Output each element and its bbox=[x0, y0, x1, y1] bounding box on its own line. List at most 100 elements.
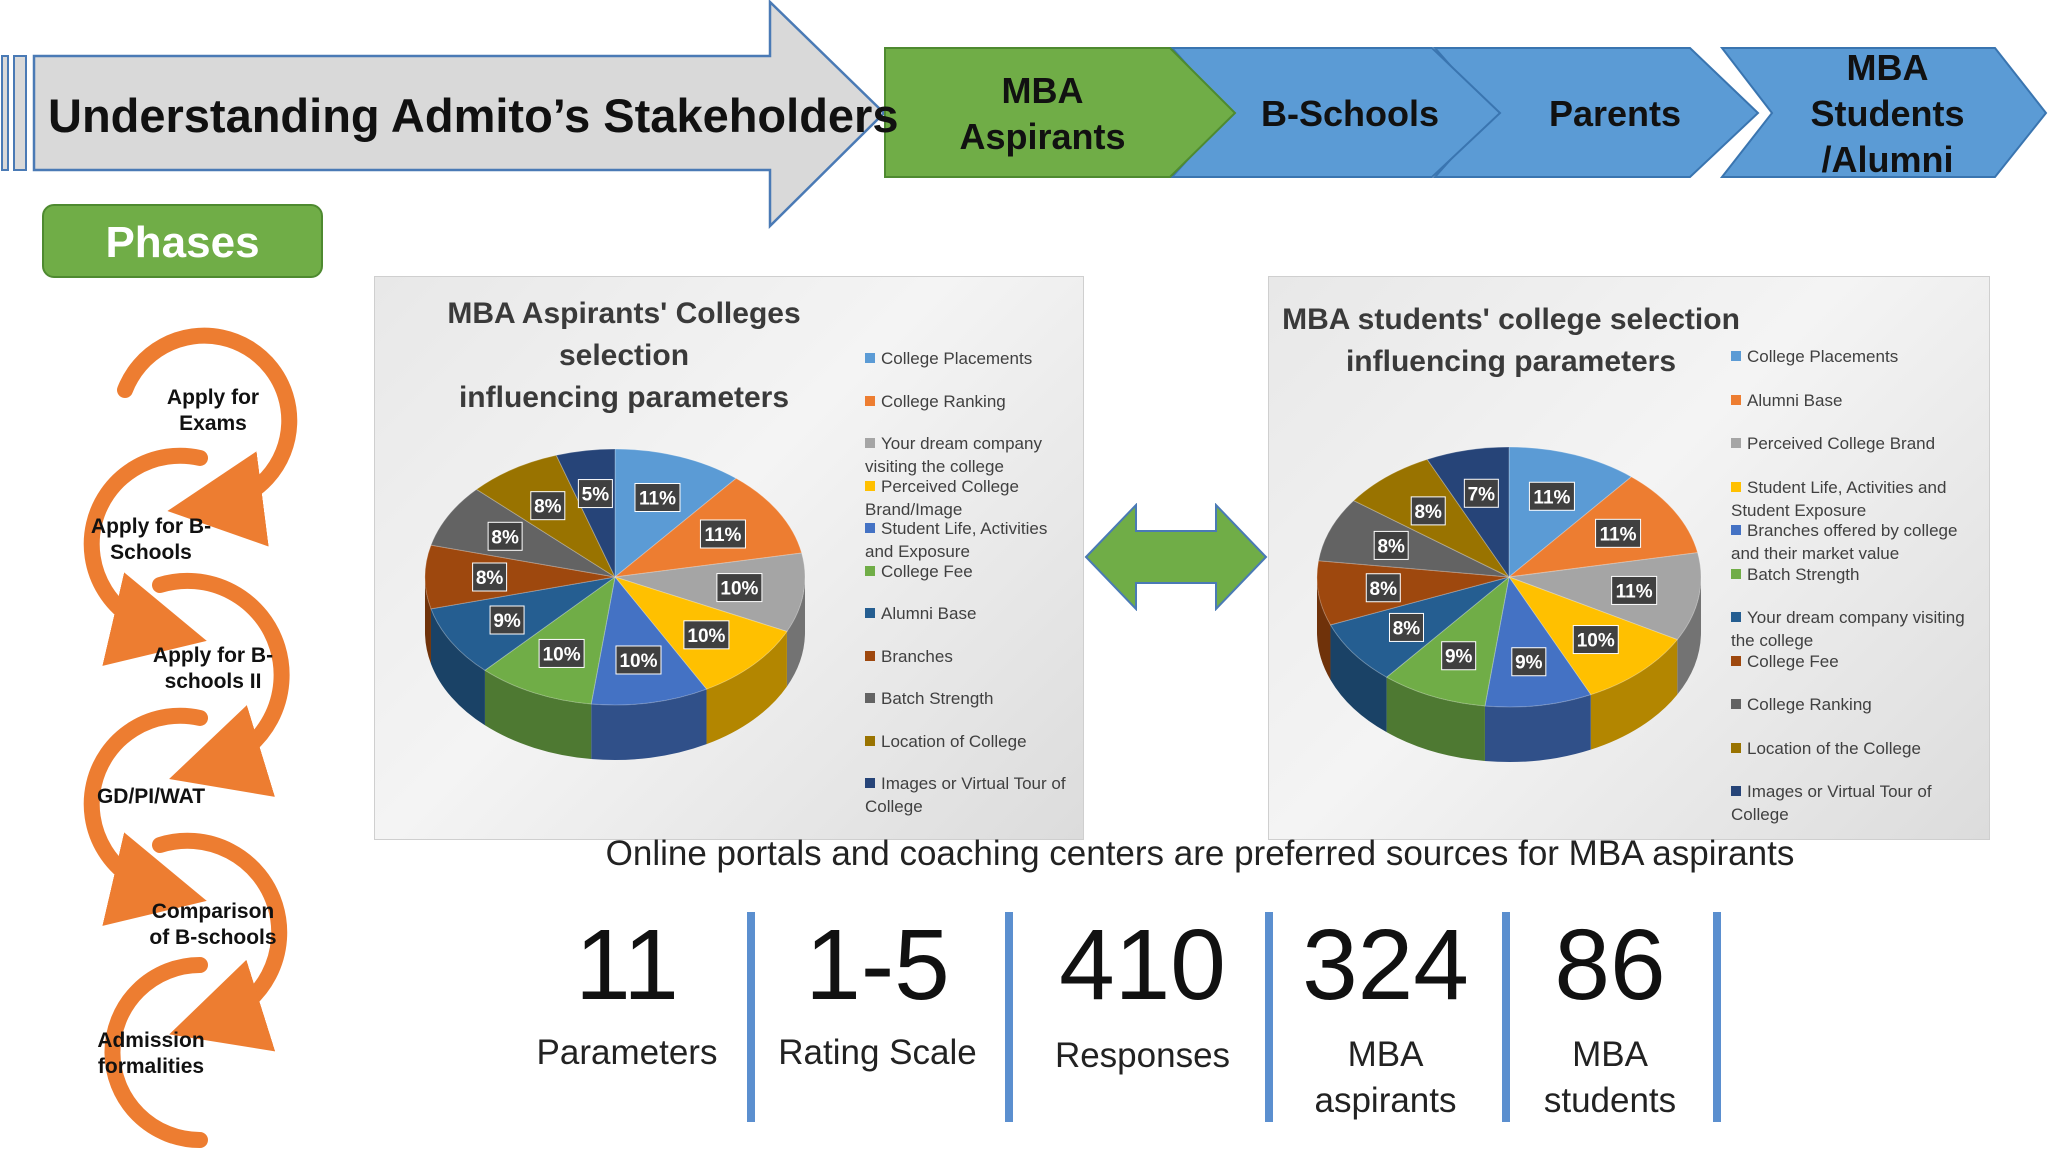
page-title: Understanding Admito’s Stakeholders bbox=[48, 89, 899, 142]
legend-swatch bbox=[865, 353, 875, 363]
pie-data-label-box bbox=[615, 645, 662, 675]
pie-data-label-box bbox=[472, 562, 508, 592]
legend-swatch bbox=[1731, 699, 1741, 709]
phase-spiral bbox=[83, 327, 298, 1148]
legend-label: Branches bbox=[881, 646, 953, 666]
stat-number-responses: 410 bbox=[1059, 909, 1226, 1021]
pie-data-label: 9% bbox=[489, 605, 525, 635]
phase-arc bbox=[83, 447, 208, 666]
pie-data-label-text: 9% bbox=[1515, 653, 1543, 674]
pie-data-label: 10% bbox=[1572, 625, 1619, 655]
pie-depth bbox=[1317, 577, 1701, 762]
pie-data-label: 10% bbox=[716, 573, 763, 603]
chart-title-line: influencing parameters bbox=[1345, 345, 1677, 378]
stat-label-responses: Responses bbox=[1025, 1033, 1260, 1079]
stat-label-aspirants: MBA aspirants bbox=[1273, 1032, 1498, 1124]
pie-data-label: 11% bbox=[1595, 518, 1642, 548]
pie-data-label-text: 7% bbox=[1468, 484, 1496, 505]
legend-label: College Placements bbox=[1747, 347, 1899, 366]
legend-swatch bbox=[865, 735, 875, 746]
legend-label: College Ranking bbox=[1747, 695, 1872, 714]
stat-label-line: aspirants bbox=[1314, 1081, 1457, 1120]
legend-label: Your dream company visiting the college bbox=[865, 434, 1042, 476]
stage-chevron-aspirants[interactable] bbox=[884, 47, 1237, 178]
stat-label-line: MBA bbox=[1347, 1035, 1424, 1074]
legend-item: Images or Virtual Tour of College bbox=[865, 772, 1075, 818]
legend-item: College Placements bbox=[865, 347, 1075, 370]
legend-item: Your dream company visiting the college bbox=[1731, 606, 1973, 652]
phase-item[interactable]: Apply for B- schools II bbox=[128, 643, 298, 695]
title-arrow bbox=[32, 0, 886, 229]
double-arrow bbox=[1084, 503, 1268, 611]
phase-item[interactable]: Admission formalities bbox=[66, 1028, 236, 1080]
stat-label-line: students bbox=[1543, 1081, 1677, 1120]
chart-panel-aspirants: MBA Aspirants' Colleges selection influe… bbox=[374, 276, 1084, 840]
legend-item: Perceived College Brand/Image bbox=[865, 475, 1075, 521]
header-stripe bbox=[13, 55, 27, 171]
pie-data-label-box bbox=[1572, 625, 1619, 655]
stat-divider bbox=[1265, 912, 1273, 1122]
stat-divider bbox=[1502, 912, 1510, 1122]
pie-data-label-box bbox=[577, 479, 613, 509]
pie-data-label: 8% bbox=[1388, 612, 1424, 642]
pie-data-label-box bbox=[1463, 478, 1499, 508]
phase-line: Apply for B- bbox=[90, 515, 212, 538]
double-arrow-shape bbox=[1084, 503, 1268, 611]
pie-data-label-box bbox=[716, 573, 763, 603]
chart-panel-students: MBA students' college selection influenc… bbox=[1268, 276, 1990, 840]
phase-line: Exams bbox=[179, 412, 247, 435]
phase-arc bbox=[117, 327, 298, 547]
legend-label: Batch Strength bbox=[1747, 564, 1860, 584]
stage-chevron-alumni[interactable] bbox=[1719, 47, 2048, 178]
pie-data-label: 8% bbox=[530, 491, 566, 521]
legend-swatch bbox=[865, 523, 875, 533]
legend-item: Branches bbox=[865, 645, 1075, 668]
stage-label-bschools: B-Schools bbox=[1230, 91, 1470, 137]
legend-swatch bbox=[865, 693, 875, 703]
pie-slice-side bbox=[786, 577, 805, 687]
pie-slice bbox=[614, 552, 806, 633]
pie-data-label-text: 11% bbox=[1600, 524, 1637, 545]
pie-data-label-box bbox=[634, 483, 681, 513]
stat-divider bbox=[1713, 912, 1721, 1122]
stat-label-line: Rating Scale bbox=[778, 1033, 977, 1072]
pie-data-label: 8% bbox=[1410, 496, 1446, 526]
pie-slice-side bbox=[430, 608, 485, 726]
legend-label: Branches offered by college and their ma… bbox=[1731, 521, 1958, 563]
phase-item[interactable]: Comparison of B-schools bbox=[128, 899, 298, 951]
pie-slice bbox=[424, 544, 616, 610]
pie-depth bbox=[425, 577, 805, 760]
phase-arc bbox=[104, 957, 208, 1148]
phase-line: GD/PI/WAT bbox=[96, 785, 206, 808]
header-stripe bbox=[1, 55, 9, 171]
legend-item: Location of the College bbox=[1731, 737, 1973, 760]
pie-data-label-text: 8% bbox=[1393, 618, 1421, 639]
legend-item: Student Life, Activities and Student Exp… bbox=[1731, 476, 1973, 522]
pie-slice-side bbox=[706, 631, 787, 745]
stat-label-line: Parameters bbox=[536, 1033, 718, 1072]
legend-label: Batch Strength bbox=[881, 689, 994, 708]
pie-slice-side bbox=[1330, 624, 1387, 733]
legend-swatch bbox=[1731, 394, 1741, 405]
pie-data-label: 5% bbox=[577, 479, 613, 509]
stat-number-rating: 1-5 bbox=[805, 909, 950, 1021]
pie-data-label-box bbox=[1373, 530, 1409, 560]
legend-swatch bbox=[865, 650, 875, 661]
pie-data-label: 11% bbox=[1611, 575, 1658, 605]
phase-item[interactable]: GD/PI/WAT bbox=[66, 784, 236, 810]
pie-data-label-text: 9% bbox=[1445, 647, 1473, 668]
pie-data-label-box bbox=[1441, 641, 1477, 671]
legend-swatch bbox=[1731, 568, 1741, 579]
pie-data-label: 10% bbox=[538, 638, 585, 668]
legend-swatch bbox=[865, 565, 875, 576]
phase-item[interactable]: Apply for B- Schools bbox=[66, 514, 236, 566]
chart-title-line: MBA students' college selection bbox=[1282, 303, 1740, 336]
legend-label: Student Life, Activities and Exposure bbox=[865, 519, 1048, 561]
pie-data-label-box bbox=[1365, 573, 1401, 603]
phase-line: schools II bbox=[164, 670, 262, 693]
phase-item[interactable]: Apply for Exams bbox=[128, 385, 298, 437]
stat-number-students: 86 bbox=[1554, 909, 1666, 1021]
stage-label-parents: Parents bbox=[1495, 91, 1735, 137]
pie-data-label: 11% bbox=[1528, 481, 1575, 511]
phases-button[interactable]: Phases bbox=[42, 204, 323, 278]
